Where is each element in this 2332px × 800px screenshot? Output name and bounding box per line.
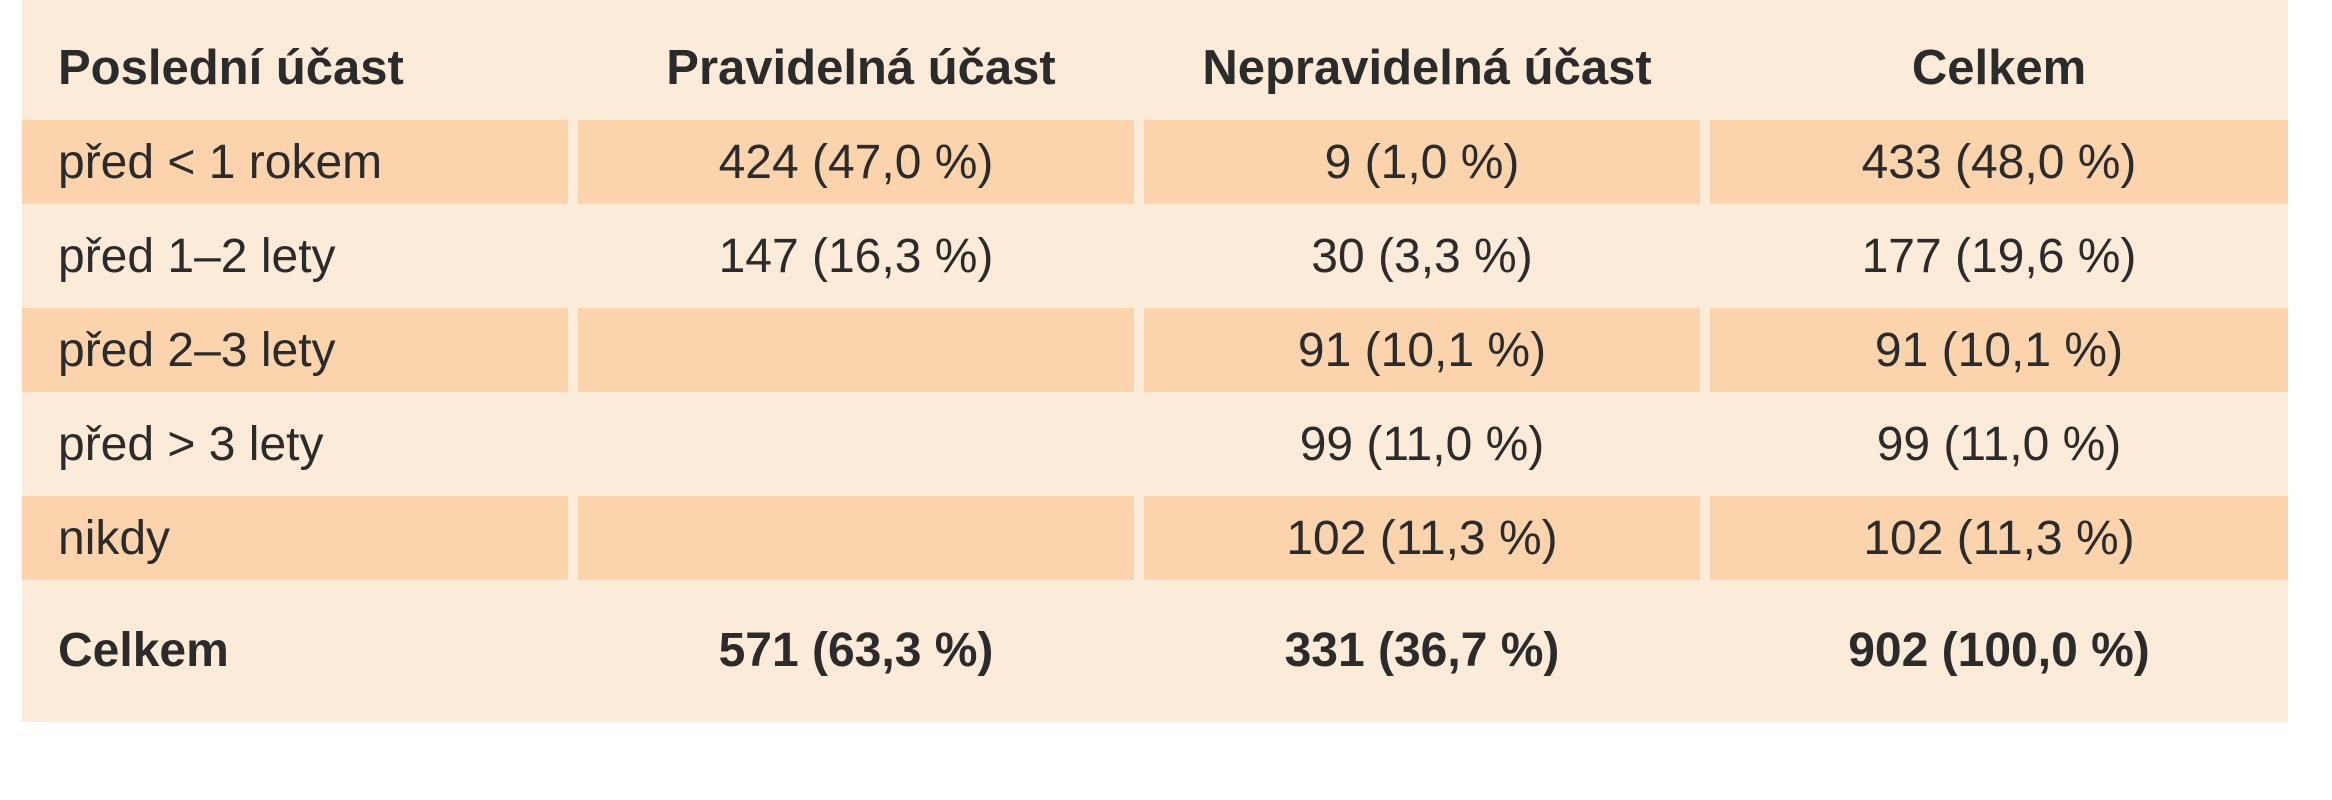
table-total-row: Celkem 571 (63,3 %) 331 (36,7 %) 902 (10…	[22, 600, 2288, 700]
header-pravidelna-ucast: Pravidelná účast	[666, 41, 1056, 95]
row-value-celkem: 177 (19,6 %)	[1861, 229, 2137, 283]
row-value-pravidelna	[578, 308, 1134, 392]
row-value-celkem: 99 (11,0 %)	[1876, 417, 2122, 471]
row-label: před 2–3 lety	[22, 308, 568, 392]
table-header-row: Poslední účast Pravidelná účast Nepravid…	[22, 20, 2288, 116]
row-value-nepravidelna: 9 (1,0 %)	[1144, 120, 1700, 204]
total-value-nepravidelna: 331 (36,7 %)	[1284, 623, 1560, 677]
total-value-celkem: 902 (100,0 %)	[1848, 623, 2150, 677]
table-row: před 2–3 lety 91 (10,1 %) 91 (10,1 %)	[22, 308, 2288, 392]
row-value-celkem: 433 (48,0 %)	[1710, 120, 2288, 204]
header-celkem: Celkem	[1911, 41, 2087, 95]
row-label: před 1–2 lety	[58, 229, 336, 283]
row-value-pravidelna	[578, 402, 1134, 486]
row-label: před > 3 lety	[58, 417, 324, 471]
header-nepravidelna-ucast: Nepravidelná účast	[1202, 41, 1652, 95]
total-label: Celkem	[58, 623, 229, 677]
header-posledni-ucast: Poslední účast	[58, 41, 404, 95]
table-row: před < 1 rokem 424 (47,0 %) 9 (1,0 %) 43…	[22, 120, 2288, 204]
row-value-pravidelna: 424 (47,0 %)	[578, 120, 1134, 204]
row-value-pravidelna	[578, 496, 1134, 580]
row-value-celkem: 102 (11,3 %)	[1710, 496, 2288, 580]
row-value-pravidelna: 147 (16,3 %)	[718, 229, 994, 283]
row-value-nepravidelna: 102 (11,3 %)	[1144, 496, 1700, 580]
total-value-pravidelna: 571 (63,3 %)	[718, 623, 994, 677]
table-row: před > 3 lety 99 (11,0 %) 99 (11,0 %)	[22, 402, 2288, 486]
row-value-nepravidelna: 91 (10,1 %)	[1144, 308, 1700, 392]
row-label: před < 1 rokem	[22, 120, 568, 204]
row-value-nepravidelna: 30 (3,3 %)	[1311, 229, 1533, 283]
table-row: nikdy 102 (11,3 %) 102 (11,3 %)	[22, 496, 2288, 580]
row-value-celkem: 91 (10,1 %)	[1710, 308, 2288, 392]
table-row: před 1–2 lety 147 (16,3 %) 30 (3,3 %) 17…	[22, 214, 2288, 298]
row-label: nikdy	[22, 496, 568, 580]
row-value-nepravidelna: 99 (11,0 %)	[1299, 417, 1545, 471]
